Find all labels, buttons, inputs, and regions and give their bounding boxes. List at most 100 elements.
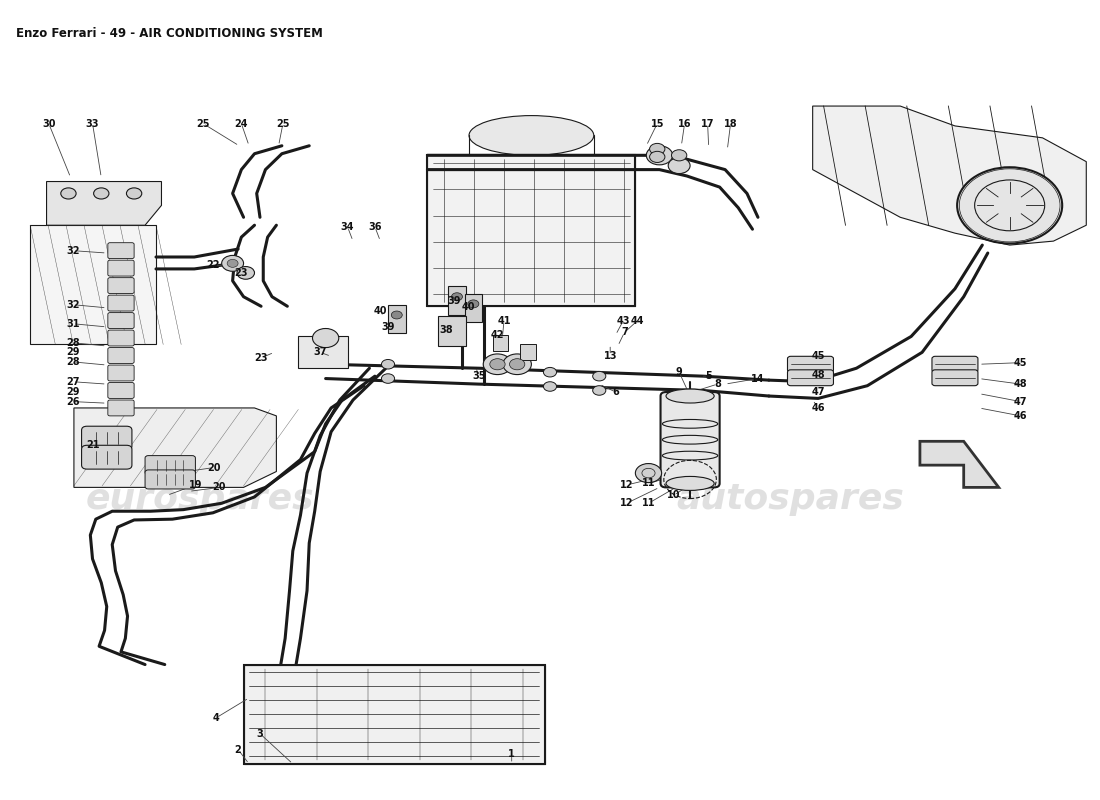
Text: 28: 28 — [66, 357, 79, 367]
Circle shape — [60, 188, 76, 199]
Text: 23: 23 — [254, 353, 267, 363]
FancyBboxPatch shape — [108, 347, 134, 363]
Polygon shape — [46, 182, 162, 226]
Text: 46: 46 — [812, 403, 825, 413]
Text: 40: 40 — [374, 306, 387, 316]
Text: autospares: autospares — [676, 482, 904, 516]
Circle shape — [650, 143, 664, 154]
Polygon shape — [920, 442, 999, 487]
Text: 25: 25 — [196, 118, 210, 129]
Text: 18: 18 — [724, 118, 737, 129]
Text: 12: 12 — [620, 480, 634, 490]
Bar — [298, 337, 348, 368]
Text: 29: 29 — [66, 387, 79, 397]
Text: 43: 43 — [617, 315, 630, 326]
Text: Enzo Ferrari - 49 - AIR CONDITIONING SYSTEM: Enzo Ferrari - 49 - AIR CONDITIONING SYS… — [15, 26, 322, 40]
Circle shape — [650, 151, 664, 162]
FancyBboxPatch shape — [108, 242, 134, 258]
Text: 8: 8 — [714, 379, 720, 389]
Text: eurospares: eurospares — [86, 482, 315, 516]
FancyBboxPatch shape — [108, 313, 134, 329]
FancyBboxPatch shape — [108, 365, 134, 381]
Text: 25: 25 — [276, 118, 289, 129]
Circle shape — [227, 259, 238, 267]
Text: 2: 2 — [234, 745, 242, 754]
Circle shape — [382, 374, 395, 383]
Text: 47: 47 — [1014, 397, 1027, 406]
Circle shape — [593, 386, 606, 395]
Text: 27: 27 — [66, 377, 79, 386]
Text: 33: 33 — [86, 118, 99, 129]
Circle shape — [483, 354, 512, 374]
Ellipse shape — [666, 389, 714, 403]
Text: 48: 48 — [1014, 379, 1027, 389]
Text: 26: 26 — [66, 397, 79, 406]
Ellipse shape — [666, 477, 714, 490]
Circle shape — [503, 354, 531, 374]
Polygon shape — [30, 226, 156, 344]
FancyBboxPatch shape — [108, 330, 134, 346]
Bar — [439, 316, 465, 346]
FancyBboxPatch shape — [108, 260, 134, 276]
Text: 45: 45 — [1014, 358, 1027, 368]
Bar — [464, 294, 482, 322]
Ellipse shape — [469, 115, 594, 155]
Text: 30: 30 — [42, 118, 55, 129]
Text: 11: 11 — [641, 478, 656, 489]
Text: 10: 10 — [667, 490, 681, 500]
Text: 20: 20 — [212, 482, 227, 492]
Circle shape — [236, 266, 254, 279]
Text: 17: 17 — [701, 118, 714, 129]
Text: 35: 35 — [472, 371, 485, 381]
Circle shape — [126, 188, 142, 199]
Text: 28: 28 — [66, 338, 79, 348]
Circle shape — [668, 158, 690, 174]
FancyBboxPatch shape — [108, 382, 134, 398]
Text: 42: 42 — [491, 330, 504, 340]
Text: 32: 32 — [66, 300, 79, 310]
Circle shape — [468, 300, 478, 308]
Text: 39: 39 — [382, 322, 395, 332]
Text: 3: 3 — [256, 729, 263, 738]
Circle shape — [509, 358, 525, 370]
Circle shape — [636, 463, 661, 482]
Text: 21: 21 — [86, 440, 99, 450]
Circle shape — [543, 382, 557, 391]
FancyBboxPatch shape — [81, 446, 132, 469]
Bar — [520, 344, 536, 360]
Circle shape — [671, 150, 686, 161]
FancyBboxPatch shape — [81, 426, 132, 450]
Circle shape — [312, 329, 339, 347]
Text: 47: 47 — [812, 387, 825, 397]
Bar — [243, 665, 544, 764]
Circle shape — [593, 371, 606, 381]
Circle shape — [94, 188, 109, 199]
FancyBboxPatch shape — [145, 470, 196, 489]
Text: 45: 45 — [812, 350, 825, 361]
Text: 23: 23 — [234, 268, 249, 278]
Text: 7: 7 — [621, 327, 628, 338]
Bar — [493, 335, 508, 350]
FancyBboxPatch shape — [108, 400, 134, 416]
Text: 48: 48 — [812, 370, 825, 379]
Text: 31: 31 — [66, 318, 79, 329]
Text: 19: 19 — [189, 480, 202, 490]
FancyBboxPatch shape — [788, 370, 834, 386]
Text: 38: 38 — [439, 325, 453, 335]
Text: 29: 29 — [66, 347, 79, 358]
Polygon shape — [74, 408, 276, 487]
Text: 24: 24 — [234, 118, 249, 129]
Circle shape — [392, 311, 403, 319]
Text: 46: 46 — [1014, 411, 1027, 421]
Text: 36: 36 — [368, 222, 382, 232]
Bar — [448, 286, 465, 315]
Circle shape — [957, 167, 1063, 243]
Circle shape — [647, 146, 672, 165]
Bar — [243, 665, 544, 764]
Text: 39: 39 — [447, 296, 461, 306]
Text: 16: 16 — [678, 118, 692, 129]
Text: 32: 32 — [66, 246, 79, 256]
Bar — [428, 155, 636, 306]
Text: 20: 20 — [207, 462, 221, 473]
FancyBboxPatch shape — [108, 278, 134, 294]
